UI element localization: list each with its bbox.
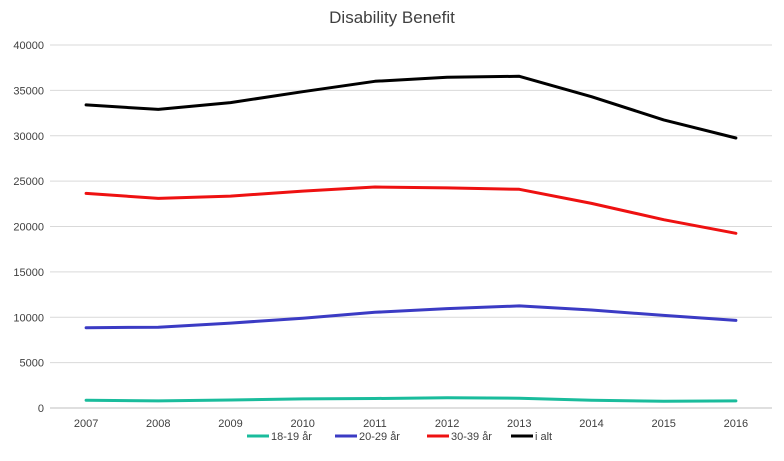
series-line-3	[84, 74, 738, 140]
chart-title: Disability Benefit	[329, 8, 455, 27]
x-tick-label: 2010	[290, 418, 314, 430]
legend: 18-19 år 20-29 år 30-39 år i alt	[247, 431, 552, 443]
y-tick-label: 5000	[20, 358, 44, 370]
y-tick-label: 25000	[13, 176, 44, 188]
y-axis-ticks: 0 5000 10000 15000 20000 25000 30000 35000 40000	[13, 40, 44, 415]
x-tick-label: 2014	[579, 418, 603, 430]
y-tick-label: 10000	[13, 312, 44, 324]
y-tick-label: 0	[38, 403, 44, 415]
series-lines	[84, 74, 738, 403]
y-tick-label: 20000	[13, 222, 44, 234]
legend-label-3: i alt	[535, 431, 552, 443]
x-tick-label: 2016	[724, 418, 748, 430]
legend-label-0: 18-19 år	[271, 431, 312, 443]
y-tick-label: 15000	[13, 267, 44, 279]
x-axis-ticks: 2007 2008 2009 2010 2011 2012 2013 2014 2015 2016	[74, 418, 748, 430]
series-line-0	[84, 396, 738, 403]
x-tick-label: 2013	[507, 418, 531, 430]
gridlines	[50, 44, 772, 409]
x-tick-label: 2011	[363, 418, 387, 430]
y-tick-label: 30000	[13, 131, 44, 143]
series-line-2	[84, 185, 738, 235]
series-line-1	[84, 304, 738, 330]
x-tick-label: 2008	[146, 418, 170, 430]
legend-label-1: 20-29 år	[359, 431, 400, 443]
y-tick-label: 35000	[13, 85, 44, 97]
legend-label-2: 30-39 år	[451, 431, 492, 443]
x-tick-label: 2007	[74, 418, 98, 430]
y-tick-label: 40000	[13, 40, 44, 52]
x-tick-label: 2015	[651, 418, 675, 430]
x-tick-label: 2012	[435, 418, 459, 430]
x-tick-label: 2009	[218, 418, 242, 430]
